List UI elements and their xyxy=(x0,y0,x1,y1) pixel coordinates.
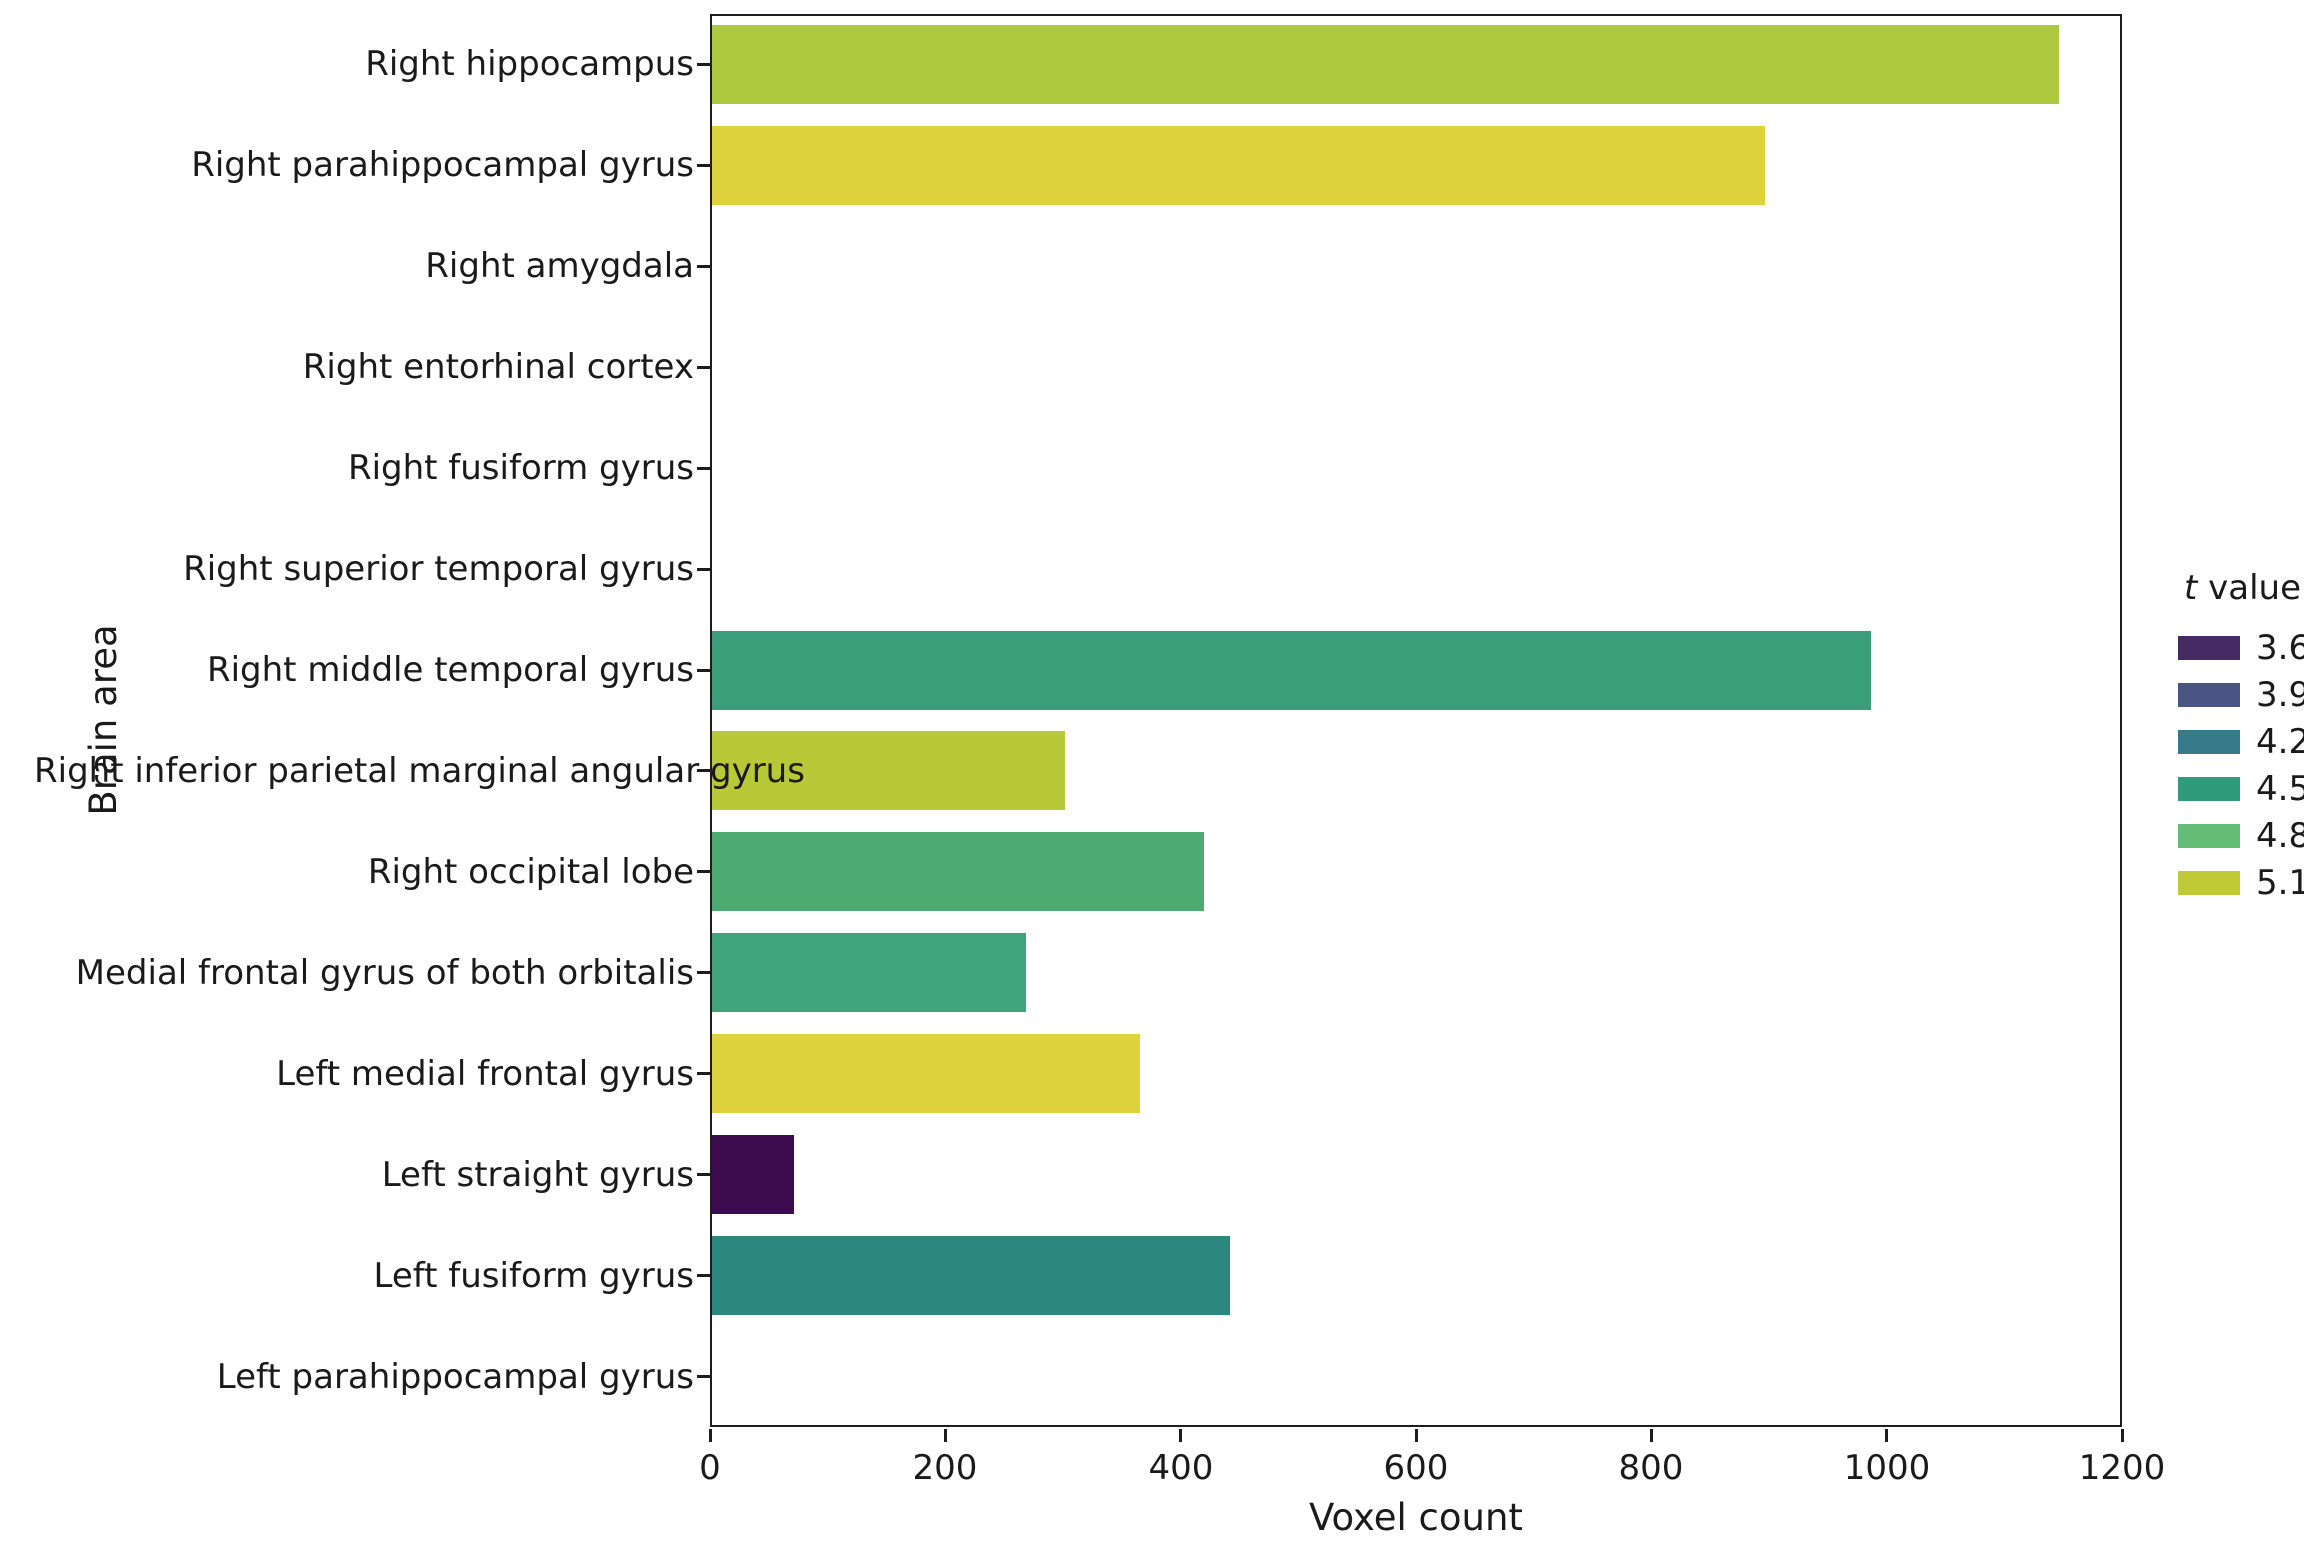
legend-label: 4.5 xyxy=(2256,768,2304,809)
y-category-label: Right parahippocampal gyrus xyxy=(191,145,694,185)
y-tick-mark xyxy=(697,971,710,974)
y-tick-mark xyxy=(697,568,710,571)
y-tick-mark xyxy=(697,63,710,66)
legend-item-3.6: 3.6 xyxy=(2156,624,2304,671)
bar-medial-frontal-gyrus-of-both-orbitalis xyxy=(712,933,1026,1013)
legend-title-variable: t xyxy=(2184,568,2198,608)
x-tick-label: 1200 xyxy=(2078,1448,2166,1488)
y-tick-mark xyxy=(697,1173,710,1176)
plot-area xyxy=(710,14,2122,1427)
y-tick-mark xyxy=(697,366,710,369)
legend-label: 3.9 xyxy=(2256,674,2304,715)
y-category-label: Left straight gyrus xyxy=(381,1155,694,1195)
legend-swatch xyxy=(2178,682,2240,707)
y-category-label: Left fusiform gyrus xyxy=(373,1256,694,1296)
legend-label: 5.1 xyxy=(2256,862,2304,903)
legend-label: 4.2 xyxy=(2256,721,2304,762)
y-tick-mark xyxy=(697,769,710,772)
y-tick-mark xyxy=(697,1072,710,1075)
legend-title-text: value xyxy=(2197,568,2302,608)
bar-left-straight-gyrus xyxy=(712,1135,794,1215)
x-tick-label: 800 xyxy=(1618,1448,1684,1488)
y-tick-mark xyxy=(697,669,710,672)
x-tick-mark xyxy=(1885,1429,1888,1442)
legend-item-4.8: 4.8 xyxy=(2156,812,2304,859)
legend-item-3.9: 3.9 xyxy=(2156,671,2304,718)
bar-right-hippocampus xyxy=(712,24,2059,104)
bar-right-occipital-lobe xyxy=(712,832,1204,912)
y-tick-mark xyxy=(697,467,710,470)
y-tick-mark xyxy=(697,1375,710,1378)
x-tick-mark xyxy=(1650,1429,1653,1442)
y-category-label: Left medial frontal gyrus xyxy=(276,1054,694,1094)
x-axis-title: Voxel count xyxy=(1309,1496,1523,1539)
x-tick-label: 1000 xyxy=(1843,1448,1931,1488)
legend-entries: 3.6 3.9 4.2 4.5 4.8 5.1 xyxy=(2156,624,2304,906)
x-tick-label: 400 xyxy=(1148,1448,1214,1488)
legend-label: 3.6 xyxy=(2256,627,2304,668)
y-category-label: Left parahippocampal gyrus xyxy=(216,1357,694,1397)
y-category-label: Right fusiform gyrus xyxy=(347,448,694,488)
y-tick-mark xyxy=(697,1274,710,1277)
y-tick-mark xyxy=(697,870,710,873)
legend-item-4.2: 4.2 xyxy=(2156,718,2304,765)
bar-right-parahippocampal-gyrus xyxy=(712,125,1765,205)
x-tick-label: 200 xyxy=(912,1448,978,1488)
x-tick-mark xyxy=(944,1429,947,1442)
y-category-label: Right hippocampus xyxy=(365,44,694,84)
x-tick-label: 600 xyxy=(1383,1448,1449,1488)
x-tick-mark xyxy=(2121,1429,2124,1442)
legend: t value 3.6 3.9 4.2 4.5 4.8 5.1 xyxy=(2156,568,2304,906)
y-category-label: Right occipital lobe xyxy=(367,852,694,892)
y-category-label: Right inferior parietal marginal angular… xyxy=(34,751,805,791)
x-tick-mark xyxy=(1179,1429,1182,1442)
bar-left-medial-frontal-gyrus xyxy=(712,1034,1140,1114)
legend-swatch xyxy=(2178,823,2240,848)
y-category-label: Right entorhinal cortex xyxy=(302,347,694,387)
y-tick-mark xyxy=(697,164,710,167)
bar-left-fusiform-gyrus xyxy=(712,1236,1230,1316)
bar-right-middle-temporal-gyrus xyxy=(712,630,1871,710)
legend-swatch xyxy=(2178,635,2240,660)
y-category-label: Right middle temporal gyrus xyxy=(206,650,694,690)
x-tick-mark xyxy=(1415,1429,1418,1442)
bar-right-inferior-parietal-marginal-angular-gyrus xyxy=(712,731,1065,811)
y-category-label: Medial frontal gyrus of both orbitalis xyxy=(75,953,694,993)
y-category-label: Right amygdala xyxy=(425,246,694,286)
legend-label: 4.8 xyxy=(2256,815,2304,856)
x-tick-label: 0 xyxy=(699,1448,721,1488)
legend-item-4.5: 4.5 xyxy=(2156,765,2304,812)
legend-item-5.1: 5.1 xyxy=(2156,859,2304,906)
x-tick-mark xyxy=(709,1429,712,1442)
legend-title: t value xyxy=(2184,568,2304,608)
y-category-label: Right superior temporal gyrus xyxy=(183,549,694,589)
legend-swatch xyxy=(2178,870,2240,895)
legend-swatch xyxy=(2178,729,2240,754)
legend-swatch xyxy=(2178,776,2240,801)
y-tick-mark xyxy=(697,265,710,268)
